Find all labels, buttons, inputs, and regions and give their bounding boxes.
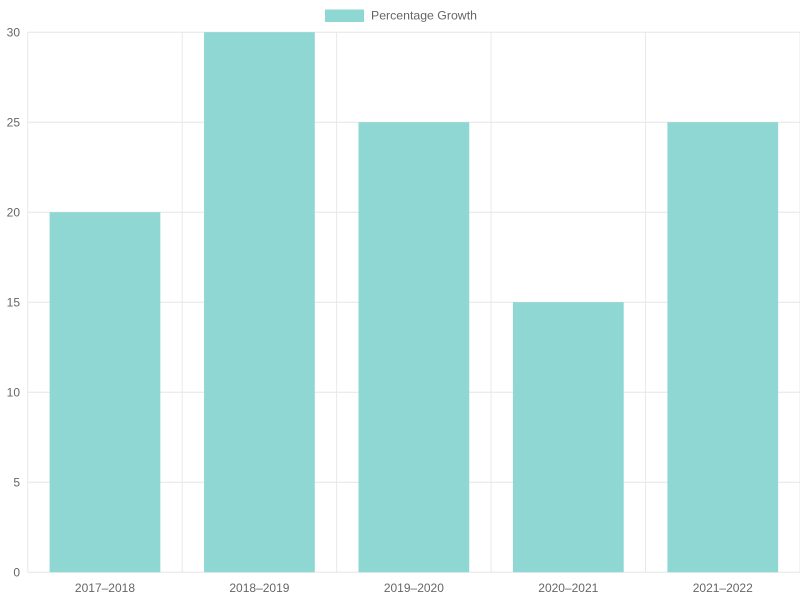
svg-text:Percentage Growth: Percentage Growth [371,9,477,23]
svg-text:30: 30 [7,26,21,40]
svg-text:2019–2020: 2019–2020 [384,581,444,595]
svg-text:20: 20 [7,206,21,220]
svg-text:15: 15 [7,296,21,310]
svg-text:2018–2019: 2018–2019 [229,581,289,595]
svg-text:5: 5 [13,476,20,490]
svg-text:2021–2022: 2021–2022 [693,581,753,595]
svg-text:0: 0 [13,566,20,580]
svg-text:10: 10 [7,386,21,400]
svg-text:2020–2021: 2020–2021 [538,581,598,595]
svg-text:25: 25 [7,116,21,130]
svg-text:2017–2018: 2017–2018 [75,581,135,595]
